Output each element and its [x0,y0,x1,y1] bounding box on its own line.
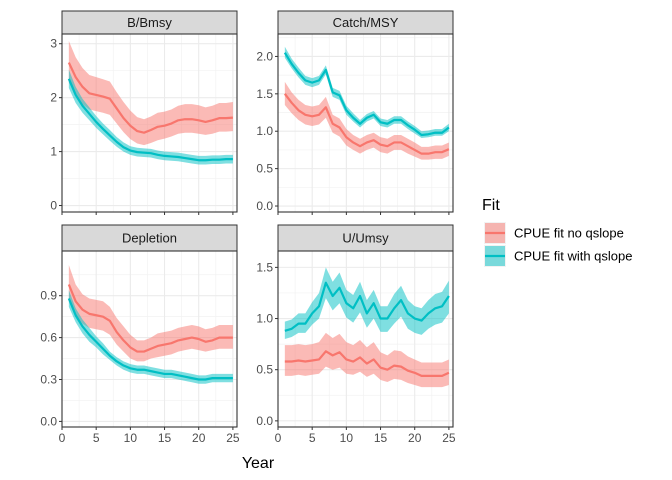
ci-ribbon-with-qslope [68,69,233,165]
ci-ribbon-no-qslope [284,332,449,388]
x-tick-label: 5 [309,431,316,445]
x-tick-label: 25 [442,431,456,445]
legend-label: CPUE fit no qslope [514,226,624,241]
x-tick-label: 25 [226,431,240,445]
y-tick-label: 0.0 [256,199,273,213]
panel-border [277,250,454,428]
legend-key-no-qslope [484,222,506,244]
ci-ribbon-no-qslope [284,81,449,160]
series-line-no-qslope [284,350,450,377]
y-tick-label: 0.0 [256,414,273,428]
x-tick-label: 20 [408,431,422,445]
x-tick-label: 0 [59,431,66,445]
panel-u-umsy: U/Umsy 0.0 0.5 1.0 1.5 0 5 10 15 20 25 [256,224,456,445]
y-tick-label: 0.5 [256,162,273,176]
y-tick-label: 2.0 [256,49,273,63]
panel-depletion: Depletion 0.0 0.3 0.6 0.9 0 5 10 15 20 25 [40,224,240,445]
facet-strip [61,224,238,252]
facet-title: Depletion [122,231,177,246]
series-line-with-qslope [283,52,450,137]
y-tick-label: 3 [50,37,57,51]
series-line-with-qslope [67,78,233,162]
panel-border [277,33,454,213]
y-tick-label: 2 [50,91,57,105]
panels: B/Bmsy 0 1 2 3 Catch/MSY 0.0 0.5 1.0 1.5 2.0 Deplet… [40,10,456,445]
y-tick-label: 1.5 [256,260,273,274]
series-line-no-qslope [67,62,233,134]
panel-b-bmsy: B/Bmsy 0 1 2 3 [50,10,238,215]
plot-area [278,251,453,427]
panel-border [61,33,238,213]
x-tick-label: 20 [192,431,206,445]
series-line-no-qslope [283,93,450,155]
legend: Fit CPUE fit no qslope CPUE fit with qslo… [482,197,633,267]
x-axis-title: Year [242,455,275,472]
x-tick-label: 10 [124,431,138,445]
facet-strip [277,224,454,252]
series-line-no-qslope [67,284,233,353]
y-tick-label: 0.0 [40,414,57,428]
ci-ribbon-with-qslope [68,290,233,384]
x-tick-label: 15 [158,431,172,445]
y-tick-label: 1.0 [256,312,273,326]
y-tick-label: 0.9 [40,289,57,303]
facet-title: U/Umsy [342,231,389,246]
series-line-with-qslope [67,298,233,381]
x-tick-label: 15 [374,431,388,445]
panel-catch-msy: Catch/MSY 0.0 0.5 1.0 1.5 2.0 [256,10,454,215]
x-tick-label: 10 [340,431,354,445]
y-tick-label: 0 [50,199,57,213]
series-line-with-qslope [284,281,450,332]
y-tick-label: 0.3 [40,373,57,387]
legend-label: CPUE fit with qslope [514,249,633,264]
y-tick-label: 0.6 [40,331,57,345]
legend-key-with-qslope [484,245,506,267]
x-tick-label: 5 [93,431,100,445]
legend-title: Fit [482,197,500,214]
y-tick-label: 1.5 [256,87,273,101]
facet-title: Catch/MSY [333,15,399,30]
y-tick-label: 1 [50,145,57,159]
facet-title: B/Bmsy [127,15,172,30]
y-tick-label: 0.5 [256,363,273,377]
x-tick-label: 0 [275,431,282,445]
y-tick-label: 1.0 [256,124,273,138]
panel-border [61,250,238,428]
